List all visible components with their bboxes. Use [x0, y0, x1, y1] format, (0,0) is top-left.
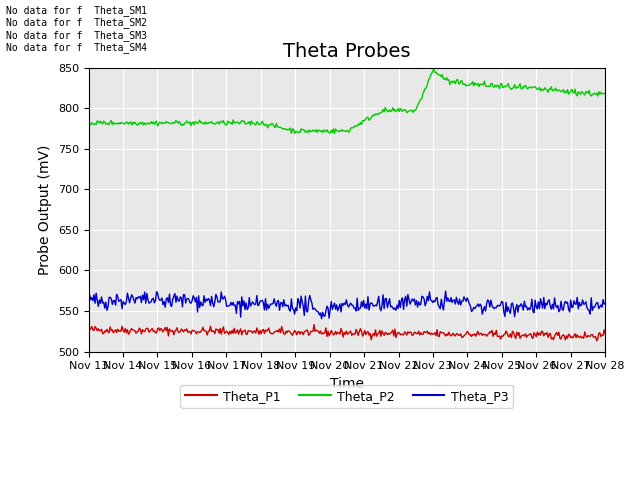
Title: Theta Probes: Theta Probes	[283, 42, 411, 60]
Legend: Theta_P1, Theta_P2, Theta_P3: Theta_P1, Theta_P2, Theta_P3	[180, 384, 513, 408]
Y-axis label: Probe Output (mV): Probe Output (mV)	[38, 144, 52, 275]
Text: No data for f  Theta_SM1
No data for f  Theta_SM2
No data for f  Theta_SM3
No da: No data for f Theta_SM1 No data for f Th…	[6, 5, 147, 53]
X-axis label: Time: Time	[330, 377, 364, 391]
